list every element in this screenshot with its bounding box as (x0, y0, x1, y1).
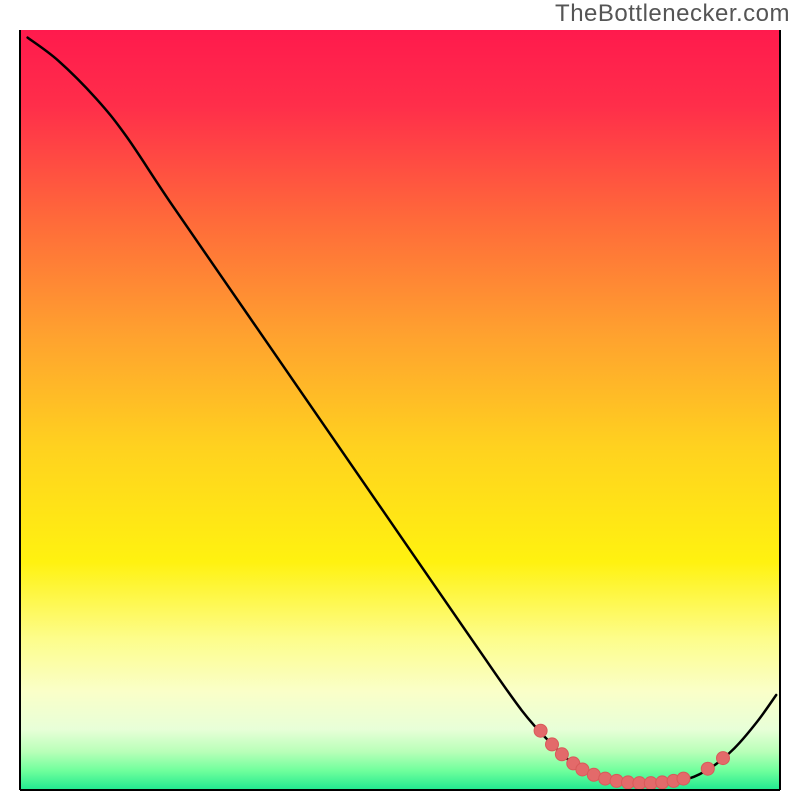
data-marker (555, 748, 568, 761)
data-marker (717, 752, 730, 765)
data-marker (546, 738, 559, 751)
data-marker (656, 776, 669, 789)
watermark-text: TheBottlenecker.com (555, 0, 790, 28)
chart-container: TheBottlenecker.com (0, 0, 800, 800)
data-marker (610, 774, 623, 787)
plot-background (20, 30, 780, 790)
data-marker (534, 724, 547, 737)
data-marker (599, 772, 612, 785)
bottleneck-chart (0, 0, 800, 800)
data-marker (677, 772, 690, 785)
data-marker (701, 762, 714, 775)
